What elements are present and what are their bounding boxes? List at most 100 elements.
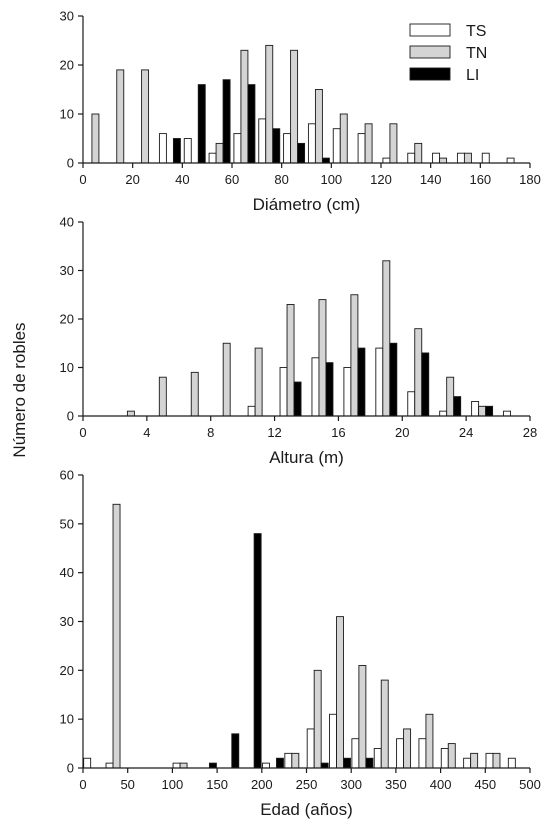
x-tick-label: 120 xyxy=(370,172,392,187)
x-tick-label: 200 xyxy=(251,777,273,792)
bar-ts xyxy=(343,367,352,417)
x-tick-label: 40 xyxy=(175,172,189,187)
y-tick-label: 20 xyxy=(60,58,74,73)
bar-ts xyxy=(158,133,167,164)
bar-tn xyxy=(91,113,100,164)
bar-ts xyxy=(262,762,270,769)
bar-li xyxy=(172,138,181,164)
x-tick-label: 0 xyxy=(79,777,86,792)
legend-label-tn: TN xyxy=(466,45,487,62)
panel-3: 0 10 20 30 40 50 60 0 50 100 150 200 250 300 350 400 450… xyxy=(60,468,541,820)
bar-tn xyxy=(389,123,398,164)
bar-tn xyxy=(240,49,249,164)
x-tick-label: 180 xyxy=(519,172,541,187)
bar-ts xyxy=(258,118,267,164)
bar-ts xyxy=(396,738,405,769)
bar-li xyxy=(247,84,256,164)
x-tick-label: 8 xyxy=(207,425,214,440)
bar-li xyxy=(297,142,306,164)
bar-tn xyxy=(158,376,167,417)
bar-ts xyxy=(503,410,511,417)
bar-li xyxy=(389,342,398,417)
y-tick-label: 30 xyxy=(60,614,74,629)
y-tick-label: 40 xyxy=(60,565,74,580)
bar-ts xyxy=(463,757,472,769)
bar-tn xyxy=(446,376,455,417)
bar-ts xyxy=(382,157,391,164)
x-tick-label: 500 xyxy=(519,777,541,792)
bar-ts xyxy=(373,748,382,769)
bar-ts xyxy=(247,405,256,417)
bar-li xyxy=(343,757,351,769)
bar-tn xyxy=(126,410,135,417)
bar-tn xyxy=(313,669,322,769)
panel-2: 0 10 20 30 40 0 4 8 12 16 20 24 28 Altura (m) xyxy=(60,215,538,468)
x-tick-label: 150 xyxy=(206,777,228,792)
x-tick-label: 20 xyxy=(125,172,139,187)
y-tick-label: 10 xyxy=(60,712,74,727)
bar-tn xyxy=(414,142,423,164)
bar-ts xyxy=(471,401,480,417)
bar-ts xyxy=(351,738,360,769)
bar-ts xyxy=(432,152,441,164)
y-tick-label: 30 xyxy=(60,9,74,24)
bar-ts xyxy=(439,410,448,417)
legend-swatch-tn xyxy=(409,45,451,59)
bar-tn xyxy=(380,679,389,769)
y-tick-label: 10 xyxy=(60,107,74,122)
x-tick-label: 100 xyxy=(320,172,342,187)
bar-ts xyxy=(407,152,416,164)
bar-tn xyxy=(350,294,359,417)
legend: TS TN LI xyxy=(409,23,487,84)
bar-ts xyxy=(481,152,490,164)
bar-ts xyxy=(83,757,92,769)
x-tick-label: 450 xyxy=(474,777,496,792)
x-tick-label: 16 xyxy=(331,425,345,440)
bar-tn xyxy=(382,260,391,417)
bar-ts xyxy=(307,123,316,164)
bar-tn xyxy=(478,405,487,417)
bar-ts xyxy=(208,152,217,164)
bar-ts xyxy=(357,133,366,164)
bar-tn xyxy=(470,752,479,769)
bar-tn xyxy=(447,743,456,769)
bar-li xyxy=(253,533,262,769)
bar-tn xyxy=(364,123,373,164)
bar-tn xyxy=(286,304,295,417)
bar-tn xyxy=(318,299,327,417)
x-tick-label: 0 xyxy=(79,425,86,440)
bar-li xyxy=(222,79,231,164)
y-tick-label: 20 xyxy=(60,663,74,678)
bar-ts xyxy=(329,713,337,769)
legend-swatch-ts xyxy=(409,23,451,37)
bar-tn xyxy=(116,69,125,164)
y-tick-label: 0 xyxy=(67,156,74,171)
x-tick-label: 350 xyxy=(385,777,407,792)
bar-li xyxy=(320,762,329,769)
bar-ts xyxy=(311,357,320,417)
bar-li xyxy=(231,733,240,769)
bar-li xyxy=(485,405,494,417)
x-tick-label: 80 xyxy=(274,172,288,187)
y-tick-label: 50 xyxy=(60,516,74,531)
bar-ts xyxy=(306,728,315,769)
x-tick-label: 12 xyxy=(267,425,281,440)
x-axis-title: Altura (m) xyxy=(269,448,344,467)
bar-li xyxy=(453,396,462,417)
x-tick-label: 140 xyxy=(420,172,442,187)
bar-ts xyxy=(183,138,192,164)
bar-tn xyxy=(339,113,348,164)
bar-li xyxy=(421,352,430,417)
x-tick-label: 4 xyxy=(143,425,150,440)
bar-tn xyxy=(222,342,231,417)
bar-tn xyxy=(425,713,434,769)
bar-ts xyxy=(233,133,242,164)
bar-ts xyxy=(440,748,449,769)
bar-ts xyxy=(485,752,494,769)
y-tick-label: 30 xyxy=(60,263,74,278)
x-tick-label: 160 xyxy=(469,172,491,187)
bar-tn xyxy=(254,347,263,417)
legend-label-ts: TS xyxy=(466,23,486,40)
bar-li xyxy=(276,757,284,769)
